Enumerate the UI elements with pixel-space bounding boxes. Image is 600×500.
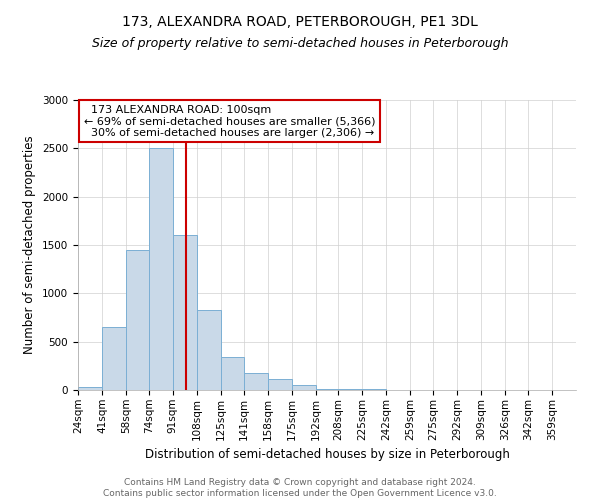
Bar bbox=[362, 389, 386, 390]
Y-axis label: Number of semi-detached properties: Number of semi-detached properties bbox=[23, 136, 37, 354]
Bar bbox=[338, 389, 362, 390]
Bar bbox=[149, 148, 173, 390]
Bar bbox=[173, 236, 197, 390]
Text: 173 ALEXANDRA ROAD: 100sqm
← 69% of semi-detached houses are smaller (5,366)
  3: 173 ALEXANDRA ROAD: 100sqm ← 69% of semi… bbox=[83, 105, 375, 138]
Bar bbox=[268, 379, 292, 390]
Bar bbox=[126, 250, 149, 390]
Bar bbox=[292, 385, 316, 390]
Bar bbox=[78, 386, 102, 390]
Bar bbox=[197, 310, 221, 390]
Text: Contains HM Land Registry data © Crown copyright and database right 2024.
Contai: Contains HM Land Registry data © Crown c… bbox=[103, 478, 497, 498]
Bar bbox=[244, 373, 268, 390]
X-axis label: Distribution of semi-detached houses by size in Peterborough: Distribution of semi-detached houses by … bbox=[145, 448, 509, 461]
Text: 173, ALEXANDRA ROAD, PETERBOROUGH, PE1 3DL: 173, ALEXANDRA ROAD, PETERBOROUGH, PE1 3… bbox=[122, 15, 478, 29]
Bar bbox=[221, 356, 244, 390]
Bar bbox=[316, 389, 338, 390]
Bar bbox=[102, 327, 126, 390]
Text: Size of property relative to semi-detached houses in Peterborough: Size of property relative to semi-detach… bbox=[92, 38, 508, 51]
